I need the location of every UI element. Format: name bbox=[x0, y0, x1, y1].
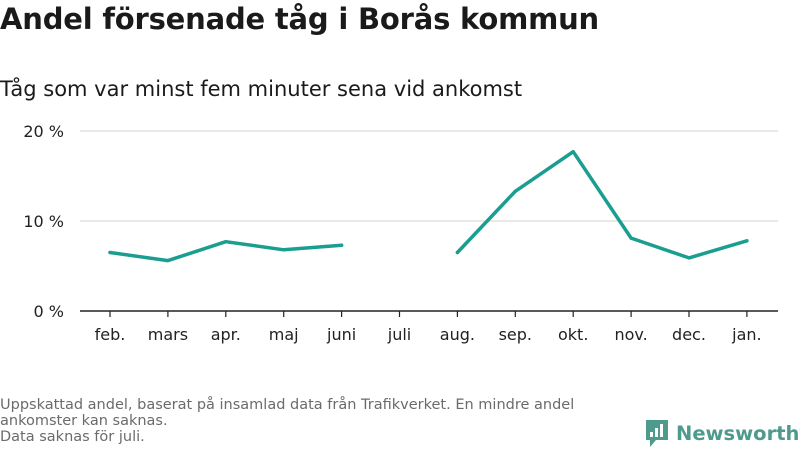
data-point bbox=[513, 189, 517, 193]
data-point bbox=[455, 250, 459, 255]
brand-name: Newsworthy bbox=[676, 421, 800, 445]
x-tick-label: mars bbox=[148, 325, 188, 344]
x-tick-label: dec. bbox=[672, 325, 706, 344]
data-point bbox=[224, 240, 228, 244]
data-point bbox=[282, 248, 286, 252]
y-tick-label: 20 % bbox=[23, 122, 64, 141]
series-line bbox=[455, 149, 749, 260]
x-tick-label: feb. bbox=[95, 325, 126, 344]
data-point bbox=[571, 150, 575, 154]
footer-line: Data saknas för juli. bbox=[0, 429, 145, 445]
footer-line: ankomster kan saknas. bbox=[0, 413, 168, 429]
x-tick-label: maj bbox=[269, 325, 299, 344]
x-tick-label: jan. bbox=[731, 325, 761, 344]
brand-logo: Newsworthy bbox=[644, 418, 800, 448]
x-tick-label: sep. bbox=[499, 325, 532, 344]
footer-note: Uppskattad andel, baserat på insamlad da… bbox=[0, 397, 640, 445]
x-tick-label: okt. bbox=[558, 325, 588, 344]
data-point bbox=[166, 259, 170, 263]
y-tick-label: 0 % bbox=[34, 302, 64, 321]
x-tick-label: apr. bbox=[211, 325, 241, 344]
data-point bbox=[687, 256, 691, 260]
data-point bbox=[108, 250, 112, 255]
data-point bbox=[629, 236, 633, 240]
footer-line: Uppskattad andel, baserat på insamlad da… bbox=[0, 397, 575, 413]
chart-subtitle: Tåg som var minst fem minuter sena vid a… bbox=[0, 77, 523, 101]
data-point bbox=[745, 239, 749, 243]
line-chart: 0 % 10 % 20 % feb. mars apr. maj juni juli aug. se… bbox=[23, 122, 778, 344]
newsworthy-logo-icon bbox=[646, 420, 668, 447]
x-tick-label: juni bbox=[326, 325, 356, 344]
series-line bbox=[108, 239, 344, 263]
chart-title: Andel försenade tåg i Borås kommun bbox=[0, 2, 599, 36]
y-tick-label: 10 % bbox=[23, 212, 64, 231]
x-tick-label: aug. bbox=[440, 325, 475, 344]
data-point bbox=[340, 243, 344, 247]
x-tick-label: nov. bbox=[614, 325, 647, 344]
x-tick-label: juli bbox=[387, 325, 411, 344]
